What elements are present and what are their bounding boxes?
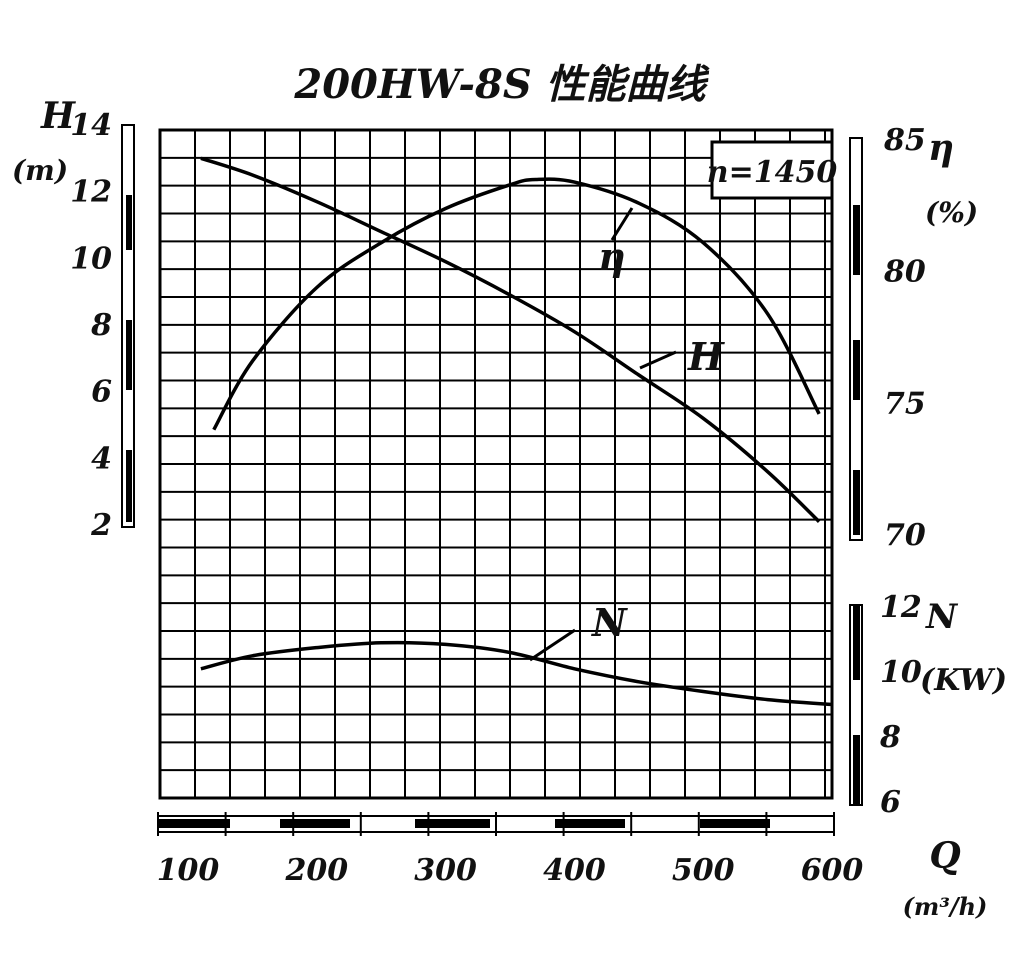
head-tick-label: 2 [90, 508, 112, 543]
head-tick-label: 6 [91, 375, 112, 410]
efficiency-axis-label: η [928, 127, 954, 169]
efficiency-tick-label: 85 [883, 123, 926, 158]
head-tick-label: 14 [70, 108, 112, 143]
efficiency-tick-label: 70 [884, 518, 926, 553]
power-axis-unit: (KW) [920, 663, 1007, 698]
head-curve-label-leader [639, 350, 677, 370]
tick-labels: 100 200 300 400 500 600 14 12 10 8 6 4 2 85 80 75 70 12 10… [70, 108, 926, 888]
curve-power [200, 640, 833, 707]
efficiency-curve-label: η [598, 234, 626, 279]
chart-title: 200HW-8S 性能曲线 [293, 61, 709, 108]
head-axis-label: H [40, 95, 76, 137]
x-tick-label: 500 [672, 853, 735, 888]
x-axis-scale-bar [157, 812, 835, 836]
power-curve-label: N [591, 600, 628, 645]
head-tick-label: 10 [70, 241, 112, 276]
head-curve-label: H [687, 334, 725, 379]
efficiency-axis-scale-bar [849, 137, 863, 541]
speed-annotation: n=1450 [707, 155, 838, 190]
head-axis-scale-bar [121, 124, 135, 528]
x-tick-label: 600 [801, 853, 864, 888]
efficiency-curve-label-leader [610, 207, 634, 241]
head-tick-label: 4 [91, 441, 112, 476]
efficiency-tick-label: 80 [883, 255, 926, 290]
power-axis-scale-bar [849, 604, 863, 806]
x-tick-label: 200 [284, 853, 348, 888]
chart-grid [159, 129, 832, 799]
head-tick-label: 8 [90, 308, 112, 343]
power-tick-label: 10 [880, 655, 922, 690]
x-tick-label: 300 [414, 853, 477, 888]
power-tick-label: 8 [879, 720, 901, 755]
head-tick-label: 12 [70, 175, 112, 210]
x-axis-label: Q [929, 835, 960, 877]
x-axis-unit: (m³/h) [903, 892, 988, 921]
x-tick-label: 100 [157, 853, 220, 888]
power-axis-label: N [925, 597, 959, 637]
power-tick-label: 12 [880, 590, 922, 625]
curve-efficiency [212, 177, 821, 431]
power-tick-label: 6 [880, 785, 901, 820]
efficiency-tick-label: 75 [884, 386, 926, 421]
speed-annotation-box [710, 140, 834, 200]
power-curve-label-leader [529, 628, 576, 662]
curves: η H N [200, 156, 833, 707]
plot-frame [158, 128, 834, 800]
head-axis-unit: (m) [12, 154, 68, 187]
curve-head [200, 156, 821, 523]
x-tick-label: 400 [543, 853, 606, 888]
efficiency-axis-unit: (%) [925, 196, 978, 229]
